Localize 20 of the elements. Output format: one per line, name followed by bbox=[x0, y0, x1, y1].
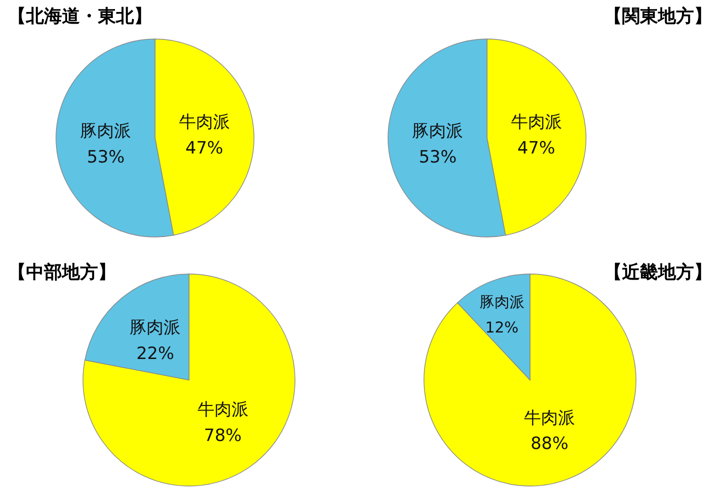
slice-label: 豚肉派 bbox=[412, 122, 464, 142]
slice-label: 豚肉派 bbox=[80, 122, 132, 142]
slice-label: 牛肉派 bbox=[510, 112, 562, 132]
data-label: 88% bbox=[530, 434, 568, 454]
chart-title: 【北海道・東北】 bbox=[8, 6, 152, 27]
data-label: 22% bbox=[136, 344, 174, 364]
chart-title: 【近畿地方】 bbox=[604, 262, 712, 283]
text: 【関東地方】 bbox=[604, 6, 712, 27]
data-label: 12% bbox=[485, 318, 519, 336]
slice-label: 牛肉派 bbox=[178, 112, 230, 132]
slice-label: 牛肉派 bbox=[197, 400, 248, 420]
slice-label: 豚肉派 bbox=[130, 318, 181, 338]
data-label: 47% bbox=[185, 138, 224, 158]
chart-title: 【中部地方】 bbox=[8, 262, 116, 283]
data-label: 47% bbox=[517, 138, 556, 158]
slice-label: 豚肉派 bbox=[479, 293, 524, 312]
data-label: 53% bbox=[418, 148, 457, 168]
slice-label: 牛肉派 bbox=[524, 408, 576, 428]
data-label: 53% bbox=[86, 148, 125, 168]
data-label: 78% bbox=[204, 426, 242, 446]
